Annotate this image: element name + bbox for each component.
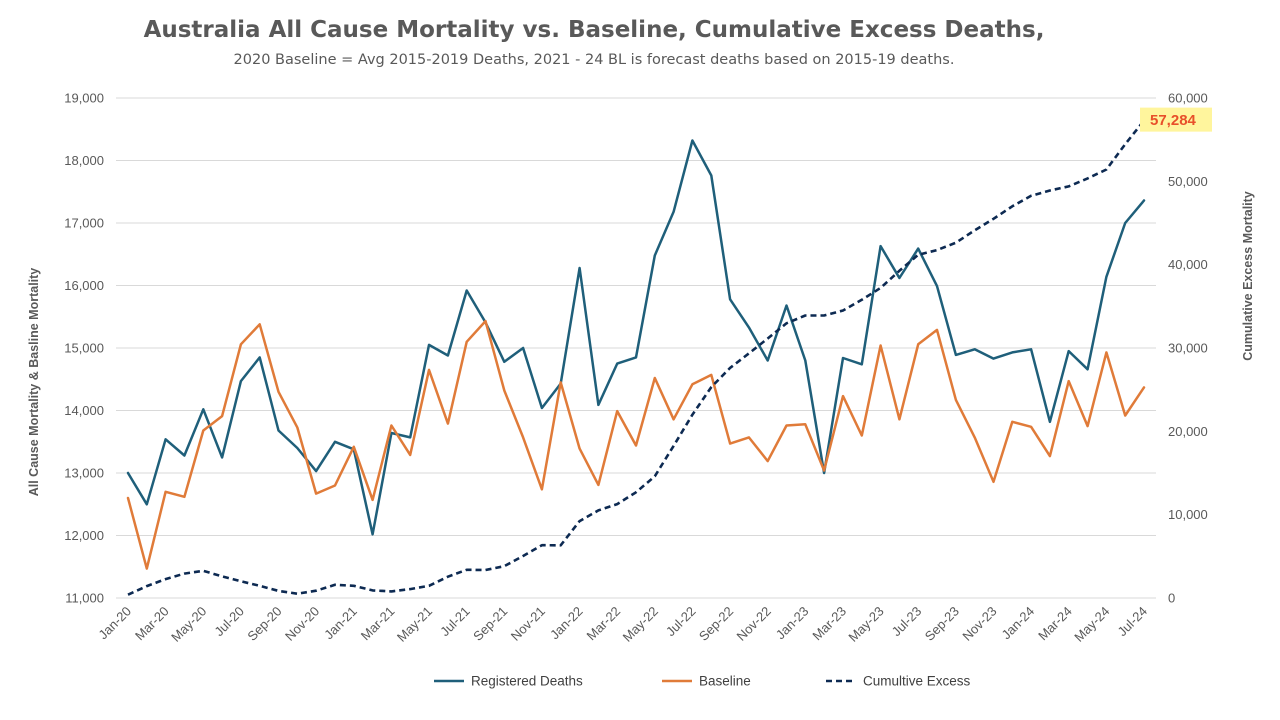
x-tick-label: Nov-22 <box>734 604 774 644</box>
x-tick-label: Jul-22 <box>663 604 699 640</box>
x-tick-label: Sep-23 <box>922 604 962 644</box>
series-lines <box>126 119 1146 596</box>
right-tick-label: 30,000 <box>1168 341 1208 356</box>
final-value-callout: 57,284 <box>1140 107 1212 132</box>
callout-highlight <box>1140 107 1212 132</box>
left-axis-title: All Cause Mortality & Basline Mortality <box>27 268 41 497</box>
right-axis-ticks: 0 10,000 20,000 30,000 40,000 50,000 60,000 <box>1168 91 1208 606</box>
left-tick-label: 18,000 <box>64 153 104 168</box>
x-tick-label: Jan-21 <box>321 604 360 643</box>
x-tick-label: May-20 <box>168 604 209 645</box>
x-tick-label: Jan-23 <box>773 604 812 643</box>
right-tick-label: 10,000 <box>1168 507 1208 522</box>
left-tick-label: 17,000 <box>64 216 104 231</box>
x-tick-label: Nov-23 <box>959 604 999 644</box>
x-tick-label: Mar-24 <box>1035 604 1075 644</box>
x-tick-label: Mar-21 <box>358 604 398 644</box>
right-tick-label: 60,000 <box>1168 91 1208 106</box>
x-tick-label: Jul-23 <box>889 604 925 640</box>
left-tick-label: 15,000 <box>64 341 104 356</box>
x-tick-label: Jul-21 <box>437 604 473 640</box>
x-tick-label: Sep-21 <box>470 604 510 644</box>
x-tick-label: Mar-20 <box>132 604 172 644</box>
right-tick-label: 40,000 <box>1168 257 1208 272</box>
right-tick-label: 20,000 <box>1168 424 1208 439</box>
x-tick-label: May-21 <box>394 604 435 645</box>
x-tick-label: May-24 <box>1071 604 1112 645</box>
x-tick-label: Sep-22 <box>696 604 736 644</box>
right-axis-title: Cumulative Excess Mortality <box>1241 191 1255 361</box>
left-tick-label: 13,000 <box>64 466 104 481</box>
chart-title: Australia All Cause Mortality vs. Baseli… <box>144 17 1045 43</box>
x-tick-label: Mar-22 <box>584 604 624 644</box>
left-tick-label: 16,000 <box>64 278 104 293</box>
x-tick-label: May-22 <box>620 604 661 645</box>
x-tick-label: May-23 <box>845 604 886 645</box>
x-tick-label: Jan-22 <box>547 604 586 643</box>
callout-label: 57,284 <box>1150 112 1197 129</box>
gridlines <box>116 97 1156 599</box>
right-tick-label: 0 <box>1168 591 1175 606</box>
chart-subtitle: 2020 Baseline = Avg 2015-2019 Deaths, 20… <box>234 52 955 68</box>
left-tick-label: 11,000 <box>65 591 104 606</box>
series-line-registered-deaths <box>126 139 1146 536</box>
x-tick-label: Jul-20 <box>211 604 247 640</box>
left-tick-label: 14,000 <box>64 403 104 418</box>
legend-label: Registered Deaths <box>471 674 583 689</box>
x-tick-label: Nov-21 <box>508 604 548 644</box>
x-tick-label: Jan-20 <box>95 604 134 643</box>
x-tick-label: Nov-20 <box>282 604 322 644</box>
legend: Registered Deaths Baseline Cumultive Exces… <box>434 674 971 689</box>
legend-label: Baseline <box>699 674 751 689</box>
left-tick-label: 19,000 <box>64 91 104 106</box>
left-axis-ticks: 11,000 12,000 13,000 14,000 15,000 16,000 17,0… <box>64 91 104 606</box>
x-tick-label: Jan-24 <box>999 604 1038 643</box>
series-line-cumultive-excess <box>127 119 1146 596</box>
series-line-baseline <box>126 319 1146 570</box>
x-tick-label: Jul-24 <box>1114 604 1150 640</box>
legend-label: Cumultive Excess <box>863 674 971 689</box>
left-tick-label: 12,000 <box>64 528 104 543</box>
x-tick-label: Mar-23 <box>809 604 849 644</box>
x-tick-label: Sep-20 <box>244 604 284 644</box>
right-tick-label: 50,000 <box>1168 174 1208 189</box>
